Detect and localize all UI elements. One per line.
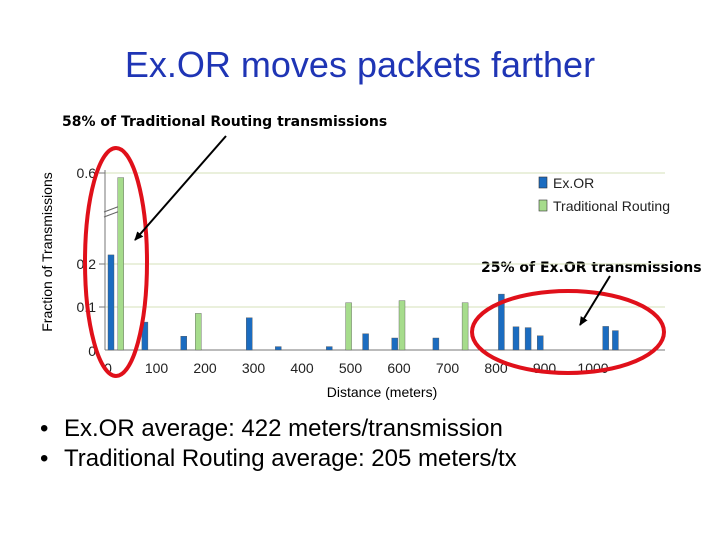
x-tick-label: 800 xyxy=(484,360,508,376)
highlight-ellipse-left xyxy=(83,146,149,378)
bullet-item: • Traditional Routing average: 205 meters… xyxy=(40,445,517,472)
annotation-traditional: 58% of Traditional Routing transmissions xyxy=(62,114,388,130)
bar-exor xyxy=(275,346,282,351)
bar-exor xyxy=(107,254,115,351)
axis-break-mark xyxy=(103,210,121,218)
bar-exor xyxy=(141,321,149,351)
bar-exor xyxy=(602,326,609,351)
bullet-item: • Ex.OR average: 422 meters/transmission xyxy=(40,415,503,442)
x-tick-label: 700 xyxy=(436,360,460,376)
bar-exor xyxy=(512,326,520,351)
bar-exor xyxy=(432,337,440,351)
y-axis-label: Fraction of Transmissions xyxy=(39,172,55,332)
bullet-text: Traditional Routing average: 205 meters/… xyxy=(64,445,517,472)
bar-exor xyxy=(180,336,188,351)
axis-break-mark xyxy=(103,205,121,213)
arrow-exor xyxy=(579,275,611,326)
x-axis-label: Distance (meters) xyxy=(327,384,437,400)
bar-traditional xyxy=(117,177,124,351)
bar-exor xyxy=(326,346,333,351)
x-tick-label: 100 xyxy=(145,360,169,376)
bar-exor xyxy=(362,333,369,351)
bar-traditional xyxy=(345,302,352,351)
bar-traditional xyxy=(461,302,469,351)
legend-swatch-traditional xyxy=(538,199,548,212)
x-tick-label: 600 xyxy=(387,360,411,376)
y-tick-label: 0.6 xyxy=(77,165,97,181)
legend-label-traditional: Traditional Routing xyxy=(553,198,670,214)
bars-group xyxy=(107,177,619,351)
arrow-traditional xyxy=(134,135,227,241)
bar-exor xyxy=(612,330,619,351)
x-tick-label: 400 xyxy=(290,360,314,376)
bar-traditional xyxy=(398,300,406,351)
x-tick-label: 500 xyxy=(339,360,363,376)
slide-title: Ex.OR moves packets farther xyxy=(124,44,596,85)
x-tick-label: 300 xyxy=(242,360,266,376)
y-tick-label: 0 xyxy=(88,343,96,359)
bar-exor xyxy=(524,327,532,351)
bar-exor xyxy=(245,317,253,351)
legend-label-exor: Ex.OR xyxy=(553,175,594,191)
x-tick-label: 200 xyxy=(193,360,217,376)
legend-swatch-exor xyxy=(538,176,548,189)
bar-exor xyxy=(537,335,544,351)
bullet-list: • Ex.OR average: 422 meters/transmission … xyxy=(40,414,517,474)
x-tick-labels: 0 100 200 300 400 500 600 700 800 900 1000 xyxy=(104,360,609,376)
x-tick-label: 0 xyxy=(104,360,112,376)
bullet-text: Ex.OR average: 422 meters/transmission xyxy=(64,415,503,442)
bar-exor xyxy=(498,293,505,351)
highlight-ellipse-right xyxy=(470,289,666,375)
bar-traditional xyxy=(195,313,202,351)
bar-exor xyxy=(391,337,398,351)
